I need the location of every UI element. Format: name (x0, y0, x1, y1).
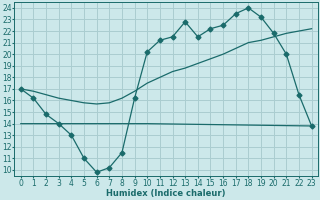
X-axis label: Humidex (Indice chaleur): Humidex (Indice chaleur) (107, 189, 226, 198)
